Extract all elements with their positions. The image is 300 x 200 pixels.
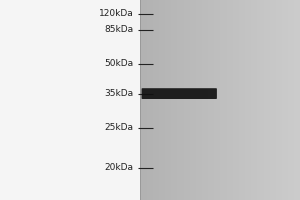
Text: 85kDa: 85kDa xyxy=(104,25,134,34)
Text: 50kDa: 50kDa xyxy=(104,59,134,68)
Text: 120kDa: 120kDa xyxy=(99,9,134,18)
Text: 20kDa: 20kDa xyxy=(104,163,134,172)
Bar xyxy=(140,0,141,200)
FancyBboxPatch shape xyxy=(142,88,217,99)
Text: 35kDa: 35kDa xyxy=(104,89,134,98)
Text: 25kDa: 25kDa xyxy=(104,123,134,132)
